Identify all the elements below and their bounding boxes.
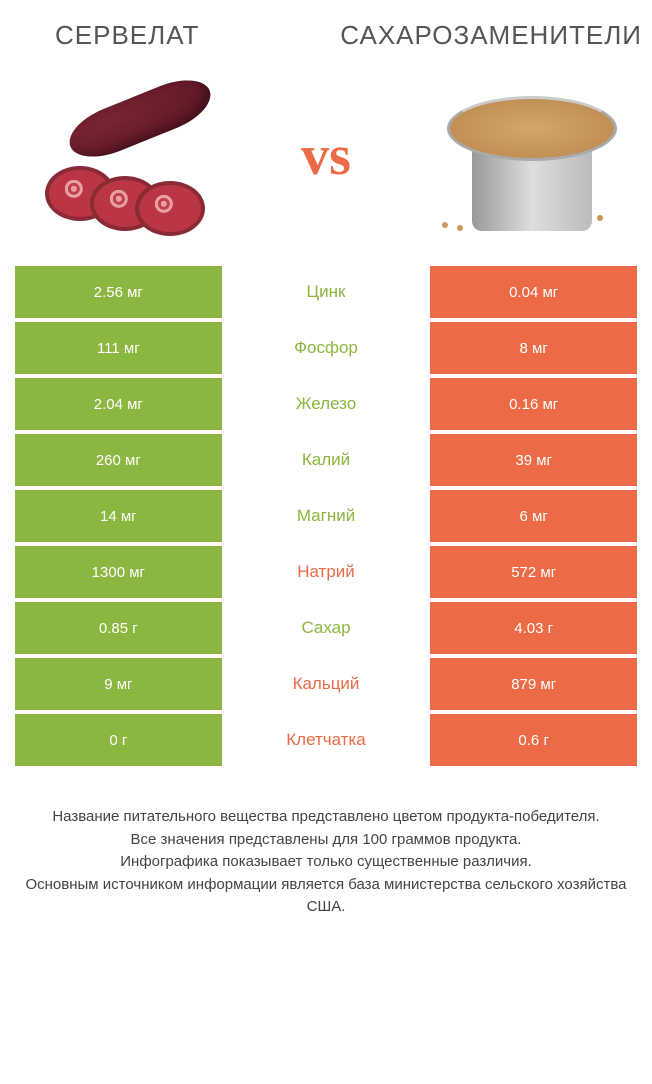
nutrient-right-value: 879 мг (430, 658, 637, 710)
nutrient-label: Цинк (223, 266, 430, 318)
footnote-line: Все значения представлены для 100 граммо… (25, 829, 627, 852)
nutrient-left-value: 2.56 мг (15, 266, 222, 318)
footnote-line: Основным источником информации является … (25, 874, 627, 919)
nutrient-right-value: 4.03 г (430, 602, 637, 654)
vs-label: vs (301, 124, 351, 188)
nutrient-left-value: 14 мг (15, 490, 222, 542)
salami-icon (40, 81, 220, 231)
nutrient-row: 2.56 мгЦинк0.04 мг (15, 266, 637, 318)
nutrient-left-value: 260 мг (15, 434, 222, 486)
nutrient-left-value: 1300 мг (15, 546, 222, 598)
nutrient-label: Калий (223, 434, 430, 486)
product-left-title: СЕРВЕЛАТ (55, 20, 199, 51)
footnote: Название питательного вещества представл… (15, 806, 637, 919)
nutrient-label: Магний (223, 490, 430, 542)
nutrient-row: 9 мгКальций879 мг (15, 658, 637, 710)
nutrient-right-value: 0.6 г (430, 714, 637, 766)
nutrient-right-value: 39 мг (430, 434, 637, 486)
nutrient-left-value: 0 г (15, 714, 222, 766)
nutrient-right-value: 6 мг (430, 490, 637, 542)
nutrient-right-value: 8 мг (430, 322, 637, 374)
nutrient-right-value: 0.04 мг (430, 266, 637, 318)
product-left-image (25, 76, 235, 236)
nutrient-row: 2.04 мгЖелезо0.16 мг (15, 378, 637, 430)
nutrient-left-value: 0.85 г (15, 602, 222, 654)
footnote-line: Инфографика показывает только существенн… (25, 851, 627, 874)
nutrient-label: Железо (223, 378, 430, 430)
nutrient-label: Клетчатка (223, 714, 430, 766)
footnote-line: Название питательного вещества представл… (25, 806, 627, 829)
nutrient-row: 0.85 гСахар4.03 г (15, 602, 637, 654)
header: СЕРВЕЛАТ САХАРОЗАМЕНИТЕЛИ (15, 20, 637, 51)
nutrient-left-value: 111 мг (15, 322, 222, 374)
product-right-image (417, 76, 627, 236)
nutrient-label: Сахар (223, 602, 430, 654)
nutrient-right-value: 572 мг (430, 546, 637, 598)
nutrient-row: 1300 мгНатрий572 мг (15, 546, 637, 598)
nutrient-table: 2.56 мгЦинк0.04 мг111 мгФосфор8 мг2.04 м… (15, 266, 637, 766)
nutrient-right-value: 0.16 мг (430, 378, 637, 430)
nutrient-label: Натрий (223, 546, 430, 598)
infographic-container: СЕРВЕЛАТ САХАРОЗАМЕНИТЕЛИ vs 2.56 мгЦинк… (0, 0, 652, 939)
nutrient-row: 111 мгФосфор8 мг (15, 322, 637, 374)
nutrient-left-value: 9 мг (15, 658, 222, 710)
images-row: vs (15, 76, 637, 236)
nutrient-row: 14 мгМагний6 мг (15, 490, 637, 542)
nutrient-label: Кальций (223, 658, 430, 710)
nutrient-row: 260 мгКалий39 мг (15, 434, 637, 486)
sugar-cup-icon (422, 76, 622, 236)
nutrient-row: 0 гКлетчатка0.6 г (15, 714, 637, 766)
nutrient-label: Фосфор (223, 322, 430, 374)
nutrient-left-value: 2.04 мг (15, 378, 222, 430)
product-right-title: САХАРОЗАМЕНИТЕЛИ (340, 20, 642, 51)
